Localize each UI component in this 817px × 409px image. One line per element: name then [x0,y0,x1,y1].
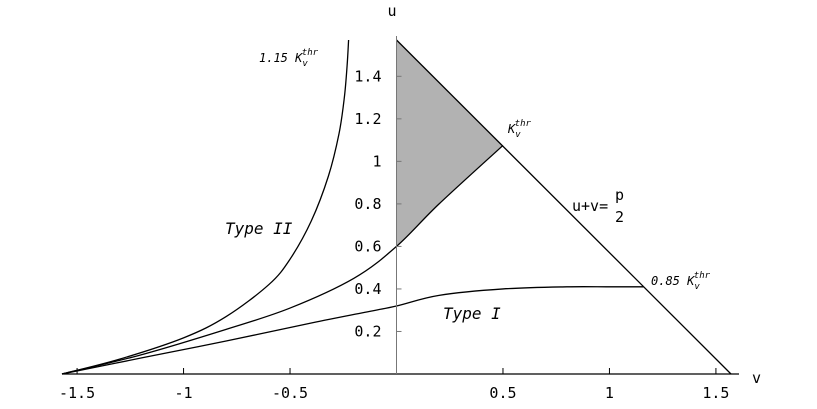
label-1.15-kthr-prefix: 1.15 K [259,51,303,65]
label-1.15-kthr-sub: v [302,59,308,69]
svg-text:Kvthr: Kvthr [507,119,531,140]
boundary-line-u-plus-v [396,39,732,375]
label-0.85-kthr-sup: thr [694,271,711,281]
y-tick-label: 1.4 [354,67,381,85]
type-i-label: Type I [443,304,501,323]
label-0.85-kthr-prefix: 0.85 K [651,274,695,288]
x-tick-label: -0.5 [272,384,308,402]
label-kthr: Kvthr [507,119,531,140]
x-tick-label: -1.5 [59,384,95,402]
x-axis-label: v [752,369,761,387]
svg-text:1.15 Kvthr: 1.15 Kvthr [259,48,319,69]
label-1.15-kthr: 1.15 Kvthr [259,48,319,69]
type-ii-label: Type II [225,219,293,238]
y-tick-label: 0.6 [354,237,381,255]
boundary-equation-label: u+v= p 2 [572,186,624,226]
y-tick-label: 1.2 [354,110,381,128]
tick-group: -1.5 -1 -0.5 0.5 1 1.5 0.2 0.4 0.6 0.8 1 1.2 1.4 [59,67,729,402]
y-tick-label: 1 [372,152,381,170]
label-1.15-kthr-sup: thr [302,48,319,58]
y-tick-label: 0.4 [354,280,381,298]
label-kthr-prefix: K [507,122,516,136]
curve-0.85-kthr [61,286,644,375]
y-tick-label: 0.2 [354,322,381,340]
curve-kthr [61,144,504,375]
svg-text:0.85 Kvthr: 0.85 Kvthr [651,271,711,292]
label-kthr-sub: v [515,130,521,140]
label-0.85-kthr-sub: v [694,282,700,292]
x-tick-label: 1.5 [702,384,729,402]
x-tick-label: -1 [175,384,193,402]
label-0.85-kthr: 0.85 Kvthr [651,271,711,292]
curve-1.15-kthr [61,39,350,375]
boundary-equation-numerator: p [615,186,624,204]
shaded-region [396,40,503,247]
y-tick-label: 0.8 [354,195,381,213]
boundary-equation-text: u+v= [572,197,608,215]
x-tick-label: 0.5 [489,384,516,402]
boundary-equation-denominator: 2 [615,208,624,226]
x-tick-label: 1 [605,384,614,402]
label-kthr-sup: thr [515,119,532,129]
y-axis-label: u [387,2,396,20]
